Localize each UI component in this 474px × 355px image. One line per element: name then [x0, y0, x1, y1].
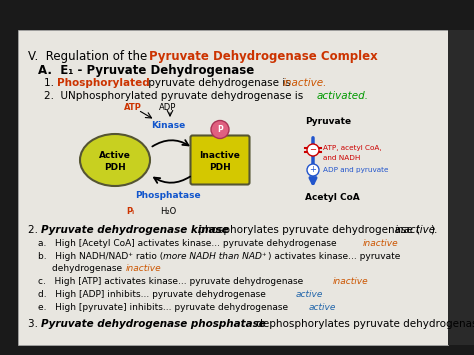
- Text: 2.: 2.: [28, 225, 45, 235]
- Text: ATP, acetyl CoA,: ATP, acetyl CoA,: [323, 145, 382, 151]
- Text: inactive: inactive: [333, 277, 369, 286]
- Text: P: P: [217, 125, 223, 134]
- Text: ADP: ADP: [159, 104, 177, 113]
- Text: A.  E₁ - Pyruvate Dehydrogenase: A. E₁ - Pyruvate Dehydrogenase: [38, 64, 254, 77]
- Text: PDH: PDH: [104, 163, 126, 171]
- Text: Kinase: Kinase: [151, 120, 185, 130]
- Text: PDH: PDH: [209, 163, 231, 171]
- Text: d.   High [ADP] inhibits... pyruvate dehydrogenase: d. High [ADP] inhibits... pyruvate dehyd…: [38, 290, 269, 299]
- Text: active: active: [296, 290, 323, 299]
- FancyBboxPatch shape: [18, 30, 448, 345]
- Text: Pyruvate dehydrogenase kinase: Pyruvate dehydrogenase kinase: [41, 225, 229, 235]
- Text: Phosphatase: Phosphatase: [135, 191, 201, 200]
- Ellipse shape: [80, 134, 150, 186]
- Text: −: −: [310, 146, 317, 154]
- Text: b.   High NADH/NAD⁺ ratio (: b. High NADH/NAD⁺ ratio (: [38, 252, 163, 261]
- Text: H₂O: H₂O: [160, 208, 176, 217]
- Text: Pyruvate dehydrogenase phosphatase: Pyruvate dehydrogenase phosphatase: [41, 319, 266, 329]
- Text: Phosphorylated: Phosphorylated: [57, 78, 150, 88]
- Circle shape: [307, 144, 319, 156]
- Text: more NADH than NAD⁺: more NADH than NAD⁺: [163, 252, 266, 261]
- Text: inactive: inactive: [395, 225, 436, 235]
- Text: activated.: activated.: [317, 91, 369, 101]
- Circle shape: [211, 120, 229, 138]
- Text: Pyruvate: Pyruvate: [305, 118, 351, 126]
- Text: inactive: inactive: [363, 239, 399, 248]
- Text: e.   High [pyruvate] inhibits... pyruvate dehydrogenase: e. High [pyruvate] inhibits... pyruvate …: [38, 303, 291, 312]
- Text: ADP and pyruvate: ADP and pyruvate: [323, 167, 389, 173]
- Text: dehydrogenase: dehydrogenase: [52, 264, 125, 273]
- Text: inactive.: inactive.: [283, 78, 328, 88]
- Text: active: active: [309, 303, 337, 312]
- Text: ATP: ATP: [124, 104, 142, 113]
- Text: inactive: inactive: [126, 264, 162, 273]
- Circle shape: [307, 164, 319, 176]
- Text: 1.: 1.: [44, 78, 61, 88]
- Text: Acetyl CoA: Acetyl CoA: [305, 193, 360, 202]
- Text: Active: Active: [99, 151, 131, 159]
- Text: a.   High [Acetyl CoA] activates kinase... pyruvate dehydrogenase: a. High [Acetyl CoA] activates kinase...…: [38, 239, 339, 248]
- Text: ).: ).: [430, 225, 438, 235]
- FancyBboxPatch shape: [191, 136, 249, 185]
- Text: c.   High [ATP] activates kinase... pyruvate dehydrogenase: c. High [ATP] activates kinase... pyruva…: [38, 277, 306, 286]
- Text: pyruvate dehydrogenase is: pyruvate dehydrogenase is: [145, 78, 294, 88]
- Text: 2.  UNphosphorylated pyruvate dehydrogenase is: 2. UNphosphorylated pyruvate dehydrogena…: [44, 91, 307, 101]
- Text: Pᵢ: Pᵢ: [126, 208, 134, 217]
- Text: +: +: [310, 165, 317, 175]
- Text: Inactive: Inactive: [200, 151, 240, 159]
- Text: dephosphorylates pyruvate dehydrogenase.: dephosphorylates pyruvate dehydrogenase.: [253, 319, 474, 329]
- Text: V.  Regulation of the: V. Regulation of the: [28, 50, 151, 63]
- Text: Pyruvate Dehydrogenase Complex: Pyruvate Dehydrogenase Complex: [149, 50, 378, 63]
- FancyBboxPatch shape: [448, 30, 474, 345]
- Text: phosphorylates pyruvate dehydrogenase (: phosphorylates pyruvate dehydrogenase (: [195, 225, 420, 235]
- FancyBboxPatch shape: [0, 0, 474, 30]
- Text: 3.: 3.: [28, 319, 45, 329]
- Text: ) activates kinase... pyruvate: ) activates kinase... pyruvate: [268, 252, 401, 261]
- Text: and NADH: and NADH: [323, 155, 360, 161]
